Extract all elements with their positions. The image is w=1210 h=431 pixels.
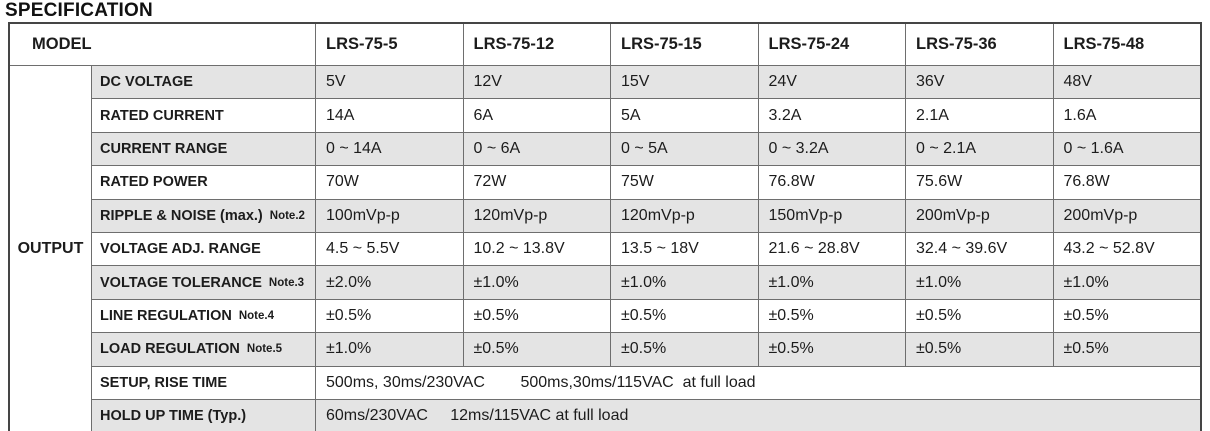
- spec-cell: 0 ~ 5A: [611, 132, 758, 166]
- spec-cell: 72W: [463, 166, 610, 199]
- spec-cell: 0 ~ 1.6A: [1053, 132, 1200, 166]
- row-label-current-range: CURRENT RANGE: [92, 132, 315, 166]
- spec-cell: 70W: [316, 166, 463, 199]
- row-label-hold-up-time: HOLD UP TIME (Typ.): [92, 399, 315, 431]
- spec-cell: 75.6W: [906, 166, 1053, 199]
- page-title: SPECIFICATION: [5, 0, 153, 21]
- spec-cell: 3.2A: [758, 99, 905, 132]
- spec-cell: 150mVp-p: [758, 199, 905, 232]
- row-label-dc-voltage: DC VOLTAGE: [92, 66, 315, 99]
- spec-cell: 200mVp-p: [906, 199, 1053, 232]
- spec-cell: 0 ~ 2.1A: [906, 132, 1053, 166]
- model-column-header-4: LRS-75-24: [758, 24, 905, 65]
- spec-cell-merged: 500ms, 30ms/230VAC 500ms,30ms/115VAC at …: [316, 366, 1200, 399]
- spec-cell: ±0.5%: [758, 299, 905, 333]
- row-label-voltage-adj-range: VOLTAGE ADJ. RANGE: [92, 232, 315, 266]
- spec-cell: 36V: [906, 66, 1053, 99]
- spec-cell: 76.8W: [758, 166, 905, 199]
- spec-cell: 100mVp-p: [316, 199, 463, 232]
- spec-cell: 13.5 ~ 18V: [611, 232, 758, 266]
- spec-cell: 76.8W: [1053, 166, 1200, 199]
- row-label-setup-rise-time: SETUP, RISE TIME: [92, 366, 315, 399]
- spec-cell: 32.4 ~ 39.6V: [906, 232, 1053, 266]
- note-ref: Note.2: [269, 209, 305, 222]
- spec-cell: 15V: [611, 66, 758, 99]
- spec-cell: 14A: [316, 99, 463, 132]
- model-column-header-1: LRS-75-5: [316, 24, 463, 65]
- note-ref: Note.3: [268, 276, 305, 289]
- row-label-rated-current: RATED CURRENT: [92, 99, 315, 132]
- row-label-voltage-tolerance: VOLTAGE TOLERANCE Note.3: [92, 266, 315, 299]
- row-label-load-regulation: LOAD REGULATION Note.5: [92, 333, 315, 366]
- spec-cell: 0 ~ 3.2A: [758, 132, 905, 166]
- spec-cell: 75W: [611, 166, 758, 199]
- spec-cell: 5A: [611, 99, 758, 132]
- spec-cell: 120mVp-p: [611, 199, 758, 232]
- note-ref: Note.5: [246, 343, 283, 356]
- spec-cell: ±0.5%: [463, 333, 610, 366]
- spec-cell: 200mVp-p: [1053, 199, 1200, 232]
- spec-cell-merged: 60ms/230VAC 12ms/115VAC at full load: [316, 399, 1200, 431]
- spec-cell: ±1.0%: [463, 266, 610, 299]
- spec-cell: ±1.0%: [1053, 266, 1200, 299]
- spec-cell: 5V: [316, 66, 463, 99]
- spec-cell: ±0.5%: [611, 333, 758, 366]
- spec-cell: ±1.0%: [758, 266, 905, 299]
- spec-cell: ±0.5%: [1053, 299, 1200, 333]
- spec-cell: ±2.0%: [316, 266, 463, 299]
- model-header-label: MODEL: [32, 35, 92, 53]
- row-label-line-regulation: LINE REGULATION Note.4: [92, 299, 315, 333]
- spec-cell: ±1.0%: [906, 266, 1053, 299]
- note-ref: Note.4: [238, 309, 274, 322]
- spec-cell: 4.5 ~ 5.5V: [316, 232, 463, 266]
- spec-cell: 24V: [758, 66, 905, 99]
- spec-cell: ±1.0%: [611, 266, 758, 299]
- spec-cell: ±0.5%: [1053, 333, 1200, 366]
- spec-cell: 10.2 ~ 13.8V: [463, 232, 610, 266]
- spec-cell: ±1.0%: [316, 333, 463, 366]
- spec-cell: 0 ~ 14A: [316, 132, 463, 166]
- model-column-header-5: LRS-75-36: [906, 24, 1053, 65]
- spec-cell: 21.6 ~ 28.8V: [758, 232, 905, 266]
- spec-cell: ±0.5%: [463, 299, 610, 333]
- spec-cell: 1.6A: [1053, 99, 1200, 132]
- spec-cell: 48V: [1053, 66, 1200, 99]
- row-label-ripple-noise: RIPPLE & NOISE (max.) Note.2: [92, 199, 315, 232]
- specification-table: MODEL LRS-75-5 LRS-75-12 LRS-75-15 LRS-7…: [8, 22, 1202, 431]
- spec-cell: 6A: [463, 99, 610, 132]
- spec-cell: 43.2 ~ 52.8V: [1053, 232, 1200, 266]
- spec-cell: 0 ~ 6A: [463, 132, 610, 166]
- model-column-header-3: LRS-75-15: [611, 24, 758, 65]
- model-column-header-2: LRS-75-12: [463, 24, 610, 65]
- spec-cell: ±0.5%: [758, 333, 905, 366]
- spec-cell: ±0.5%: [611, 299, 758, 333]
- row-label-rated-power: RATED POWER: [92, 166, 315, 199]
- group-label-output: OUTPUT: [10, 66, 91, 431]
- spec-cell: 120mVp-p: [463, 199, 610, 232]
- spec-cell: ±0.5%: [316, 299, 463, 333]
- spec-cell: 12V: [463, 66, 610, 99]
- spec-cell: 2.1A: [906, 99, 1053, 132]
- model-header-cell: MODEL: [10, 24, 315, 65]
- spec-cell: ±0.5%: [906, 299, 1053, 333]
- model-column-header-6: LRS-75-48: [1053, 24, 1200, 65]
- spec-cell: ±0.5%: [906, 333, 1053, 366]
